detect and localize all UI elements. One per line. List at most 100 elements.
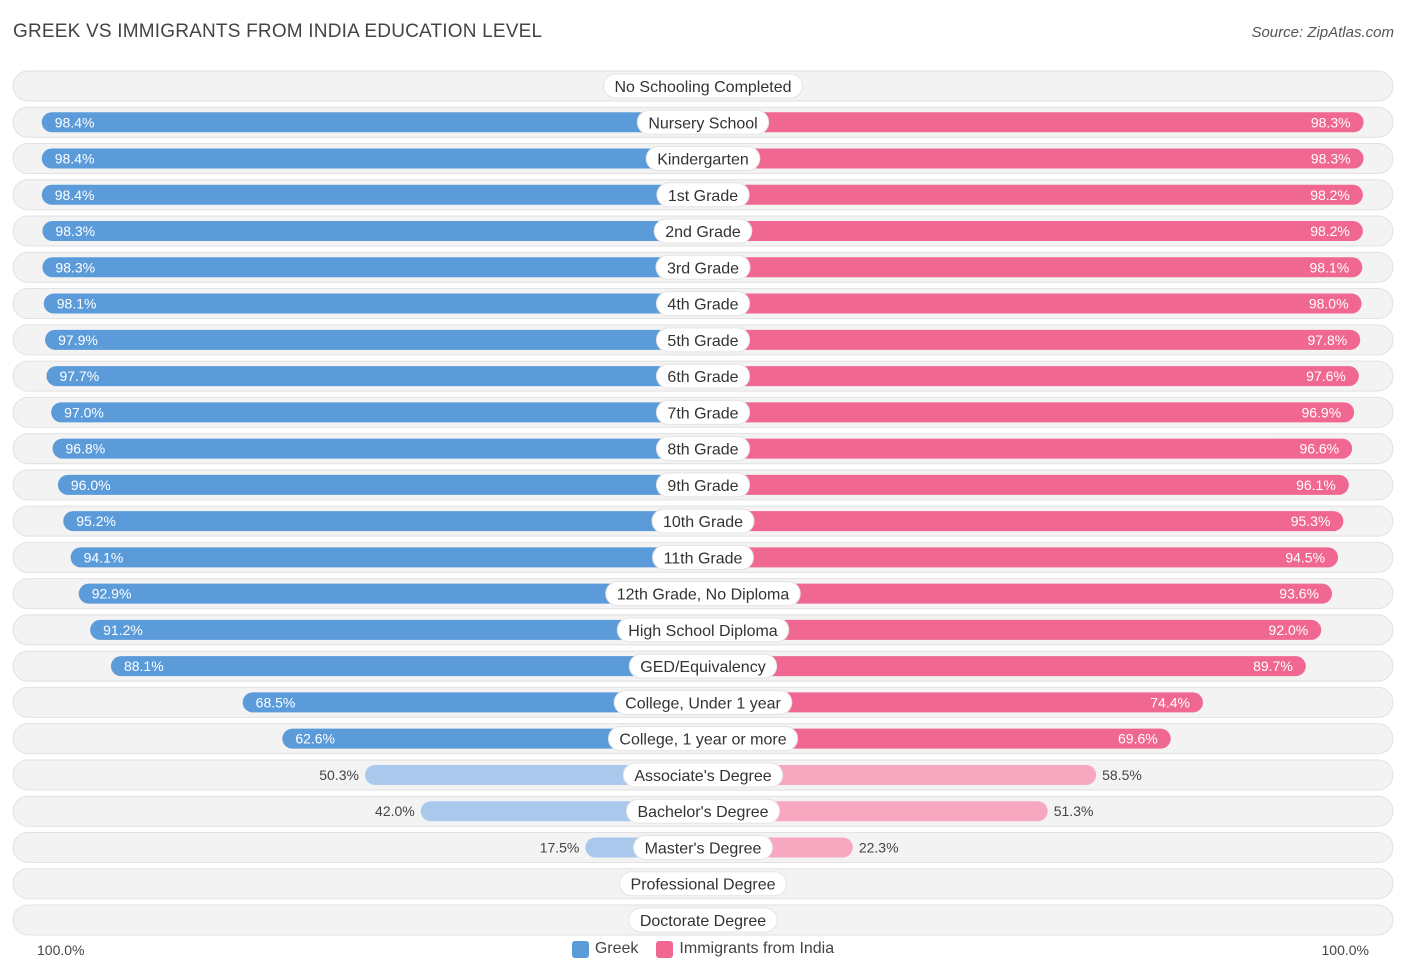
category-label-pill (613, 689, 793, 715)
category-label: 6th Grade (667, 369, 738, 386)
bar-india (703, 692, 1203, 713)
value-label-india: 93.6% (1279, 586, 1319, 602)
value-label-greek: 98.4% (55, 187, 95, 203)
bar-greek (57, 474, 703, 495)
category-label-pill (628, 907, 778, 933)
category-label: GED/Equivalency (640, 659, 765, 676)
value-label-india: 92.0% (1269, 622, 1309, 638)
category-label: No Schooling Completed (615, 79, 792, 96)
category-label: 7th Grade (667, 405, 738, 422)
value-label-india: 98.0% (1309, 296, 1349, 312)
category-label-pill (653, 218, 753, 244)
value-label-greek: 98.3% (55, 259, 95, 275)
category-label-pill (616, 617, 790, 643)
category-label: Kindergarten (657, 152, 749, 169)
bar-greek (242, 692, 703, 713)
bar-india (703, 728, 1171, 749)
bar-india (703, 184, 1363, 205)
bar-india (703, 583, 1332, 604)
bar-india (703, 329, 1361, 350)
bar-greek (43, 293, 703, 314)
value-label-india: 98.2% (1310, 223, 1350, 239)
bar-india (703, 547, 1339, 568)
category-label: 8th Grade (667, 442, 738, 459)
bar-greek (364, 764, 703, 785)
bar-greek (41, 184, 703, 205)
category-label-pill (607, 726, 799, 752)
value-label-india: 69.6% (1118, 731, 1158, 747)
bar-greek (90, 619, 704, 640)
category-label: College, 1 year or more (619, 732, 786, 749)
value-label-greek: 98.4% (55, 151, 95, 167)
value-label-india: 95.3% (1291, 513, 1331, 529)
bar-greek (41, 148, 703, 169)
bar-india (703, 619, 1322, 640)
bar-greek (78, 583, 704, 604)
bar-india (703, 112, 1364, 133)
value-label-india: 22.3% (859, 839, 899, 855)
category-label: High School Diploma (628, 623, 778, 640)
value-label-greek: 96.8% (66, 441, 106, 457)
bar-india (703, 148, 1364, 169)
value-label-greek: 97.0% (64, 404, 104, 420)
category-label-pill (656, 182, 750, 208)
value-label-india: 96.6% (1299, 441, 1339, 457)
category-label: 11th Grade (664, 550, 743, 567)
bar-greek (42, 221, 703, 242)
value-label-india: 98.2% (1310, 187, 1350, 203)
category-label: Doctorate Degree (640, 913, 766, 930)
bar-greek (45, 329, 703, 350)
category-label-pill (655, 363, 751, 389)
value-label-india: 58.5% (1102, 767, 1142, 783)
value-label-india: 96.1% (1296, 477, 1336, 493)
legend-label-india: Immigrants from India (679, 940, 835, 957)
category-label-pill (655, 472, 751, 498)
category-label: Bachelor's Degree (637, 804, 768, 821)
value-label-india: 97.6% (1306, 368, 1346, 384)
bar-greek (70, 547, 703, 568)
value-label-india: 96.9% (1301, 404, 1341, 420)
bar-india (703, 402, 1355, 423)
value-label-greek: 88.1% (124, 658, 164, 674)
bar-india (703, 366, 1359, 387)
legend-item-greek[interactable]: Greek (571, 940, 638, 958)
bar-india (703, 221, 1363, 242)
value-label-greek: 68.5% (256, 694, 296, 710)
bar-india (703, 656, 1306, 677)
legend-item-india[interactable]: Immigrants from India (656, 940, 834, 958)
bar-india (703, 257, 1363, 278)
value-label-india: 74.4% (1150, 694, 1190, 710)
legend-swatch-greek (571, 940, 589, 958)
category-label: 2nd Grade (665, 224, 741, 241)
category-label-pill (622, 762, 784, 788)
bar-india (703, 293, 1362, 314)
value-label-greek: 92.9% (92, 586, 132, 602)
chart-title: GREEK VS IMMIGRANTS FROM INDIA EDUCATION… (13, 21, 543, 42)
category-label: Professional Degree (631, 877, 776, 894)
value-label-india: 98.3% (1311, 114, 1351, 130)
value-label-greek: 97.7% (59, 368, 99, 384)
category-label: 5th Grade (667, 333, 738, 350)
category-label: Nursery School (648, 115, 757, 132)
category-label-pill (655, 254, 751, 280)
category-label-pill (636, 109, 770, 135)
category-label: 1st Grade (668, 188, 738, 205)
bar-greek (46, 366, 704, 387)
category-label-pill (655, 399, 751, 425)
category-label-pill (655, 327, 751, 353)
category-label: Associate's Degree (634, 768, 771, 785)
category-label-pill (633, 834, 773, 860)
value-label-greek: 98.4% (55, 114, 95, 130)
value-label-greek: 17.5% (540, 839, 580, 855)
bar-india (703, 764, 1097, 785)
category-label-pill (625, 798, 781, 824)
legend: Greek Immigrants from India (0, 940, 1406, 958)
value-label-india: 51.3% (1054, 803, 1094, 819)
bar-india (703, 474, 1349, 495)
category-label: 10th Grade (663, 514, 743, 531)
category-label: College, Under 1 year (625, 695, 781, 712)
axis-right-label: 100.0% (1321, 942, 1369, 958)
value-label-greek: 98.3% (55, 223, 95, 239)
value-label-greek: 50.3% (319, 767, 359, 783)
